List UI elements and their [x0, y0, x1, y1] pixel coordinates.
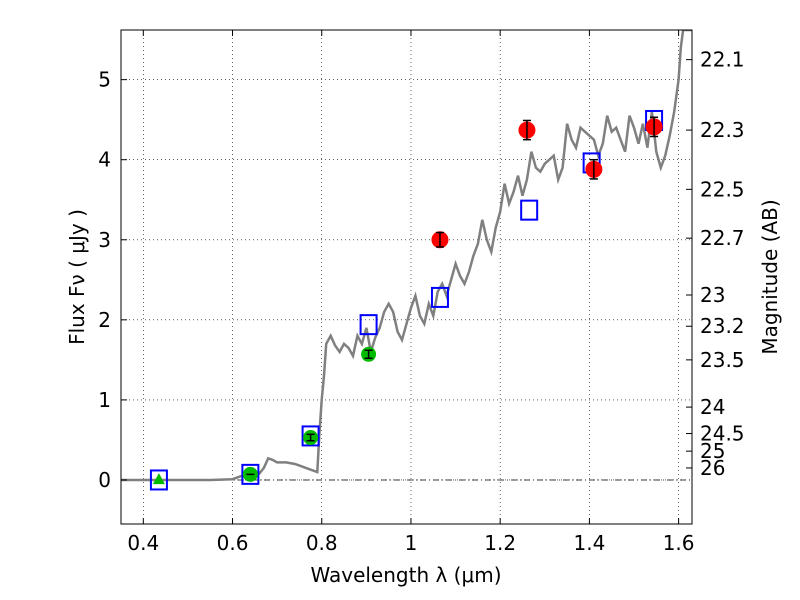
model-photometry-square [520, 199, 539, 221]
plot-frame [120, 29, 693, 525]
x-tick-label: 1 [405, 531, 418, 555]
model-photometry-square [301, 425, 320, 447]
y-tick-label: 3 [98, 228, 111, 252]
x-tick-label: 1.2 [484, 531, 516, 555]
y2-tick-label: 23 [700, 283, 725, 307]
x-tick-label: 1.6 [663, 531, 695, 555]
data-markers [149, 109, 664, 491]
x-tick-label: 0.8 [306, 531, 338, 555]
x-tick-label: 0.6 [217, 531, 249, 555]
grid [121, 30, 692, 524]
y2-tick-label: 24.5 [700, 422, 745, 446]
model-photometry-square [149, 469, 168, 491]
y-tick-label: 2 [98, 308, 111, 332]
model-photometry-square [359, 314, 378, 336]
model-photometry-square [241, 463, 260, 485]
x-tick-label: 1.4 [573, 531, 605, 555]
y-tick-label: 4 [98, 148, 111, 172]
model-spectrum-curve [121, 30, 692, 482]
y-axis-label: Flux Fν ( μJy ) [65, 209, 89, 345]
y2-tick-label: 22.3 [700, 118, 745, 142]
y2-tick-label: 22.7 [700, 226, 745, 250]
y2-tick-label: 26 [700, 456, 725, 480]
y2-axis-label: Magnitude (AB) [758, 199, 782, 354]
y2-tick-label: 22.5 [700, 177, 745, 201]
y2-tick-label: 25 [700, 439, 725, 463]
model-photometry-square [430, 286, 449, 308]
observed-optical-triangle [152, 473, 165, 485]
y-tick-label: 5 [98, 68, 111, 92]
x-axis-label: Wavelength λ (μm) [310, 563, 501, 587]
axis-ticks [121, 30, 692, 524]
x-tick-label: 0.4 [127, 531, 159, 555]
y2-tick-label: 23.5 [700, 348, 745, 372]
y2-tick-label: 22.1 [700, 48, 745, 72]
y2-tick-label: 23.2 [700, 314, 745, 338]
tick-labels: 0.4 0.6 0.8 1 1.2 1.4 1.601234522.122.322.522.… [98, 48, 744, 555]
y2-tick-label: 24 [700, 395, 725, 419]
y-tick-label: 1 [98, 388, 111, 412]
y-tick-label: 0 [98, 468, 111, 492]
